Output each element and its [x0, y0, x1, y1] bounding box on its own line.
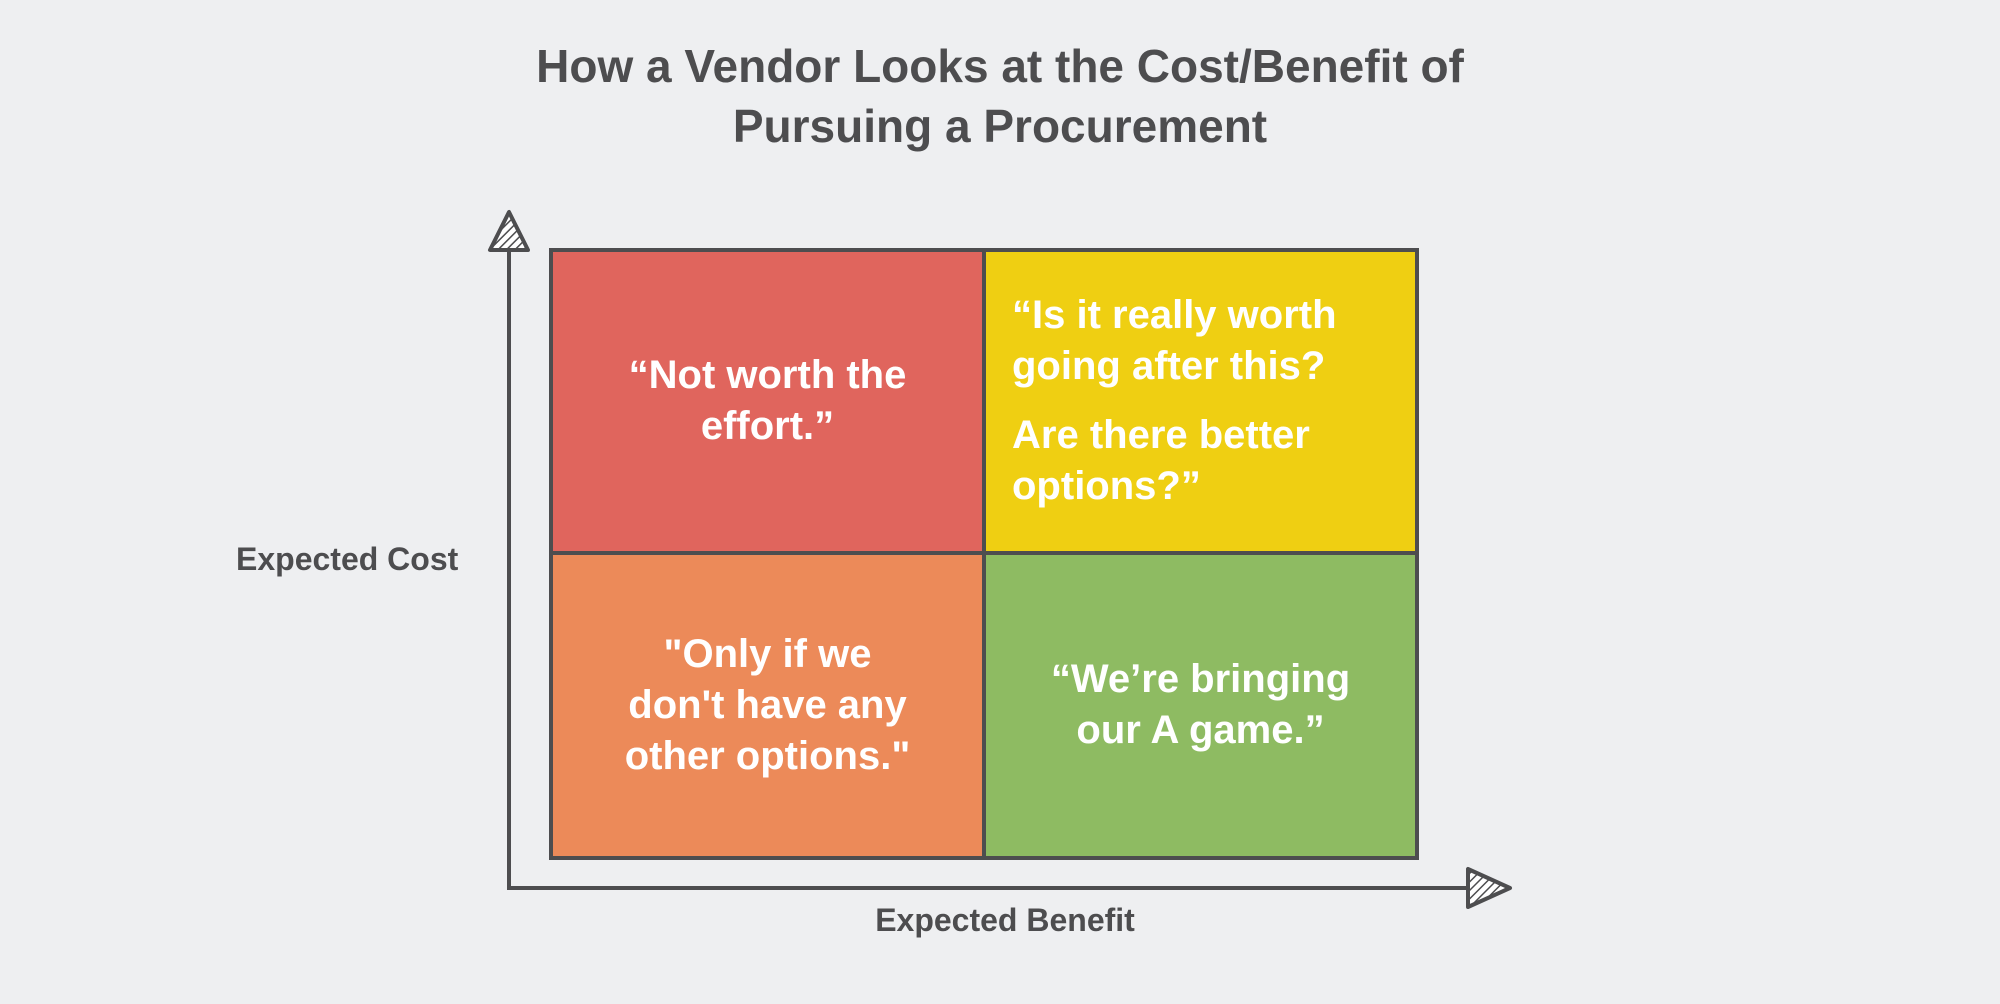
quadrant-text-line: “Is it really worth	[1012, 293, 1337, 337]
y-axis-arrow-icon	[488, 210, 530, 252]
title-line-1: How a Vendor Looks at the Cost/Benefit o…	[536, 40, 1464, 92]
title-line-2: Pursuing a Procurement	[732, 100, 1268, 152]
y-axis-label: Expected Cost	[236, 541, 459, 577]
quadrant-paragraph-2: Are there better options?”	[1012, 410, 1310, 512]
quadrant-high-cost-low-benefit: “Not worth the effort.”	[551, 250, 984, 552]
quadrant-text-line: "Only if we	[663, 631, 872, 676]
quadrant-high-cost-high-benefit: “Is it really worth going after this? Ar…	[984, 250, 1417, 552]
quadrant-low-cost-low-benefit: "Only if we don't have any other options…	[551, 552, 984, 858]
diagram-title: How a Vendor Looks at the Cost/Benefit o…	[0, 36, 2000, 156]
quadrant-text-line: Are there better	[1012, 413, 1310, 457]
quadrant-text-line: going after this?	[1012, 344, 1326, 388]
quadrant-text-line: effort.”	[700, 404, 835, 448]
x-axis-arrow-icon	[1466, 867, 1512, 909]
quadrant-low-cost-high-benefit: “We’re bringing our A game.”	[984, 552, 1417, 858]
quadrant-paragraph-1: “Is it really worth going after this?	[1012, 290, 1337, 392]
quadrant-text-line: “We’re bringing	[1050, 657, 1351, 701]
quadrant-text-line: don't have any	[628, 682, 907, 727]
quadrant-text-line: “Not worth the	[628, 353, 907, 397]
quadrant-text-line: other options."	[624, 733, 911, 778]
x-axis-label: Expected Benefit	[875, 902, 1135, 938]
quadrant-text-line: our A game.”	[1076, 708, 1325, 752]
quadrant-text-line: options?”	[1012, 464, 1201, 508]
